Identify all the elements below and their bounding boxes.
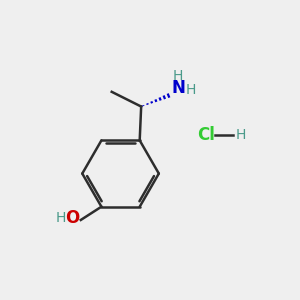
Text: H: H [186,83,196,97]
Text: Cl: Cl [198,126,215,144]
Text: O: O [65,209,80,227]
Text: H: H [172,69,183,83]
Text: H: H [236,128,247,142]
Text: N: N [172,79,186,97]
Text: H: H [56,212,66,226]
